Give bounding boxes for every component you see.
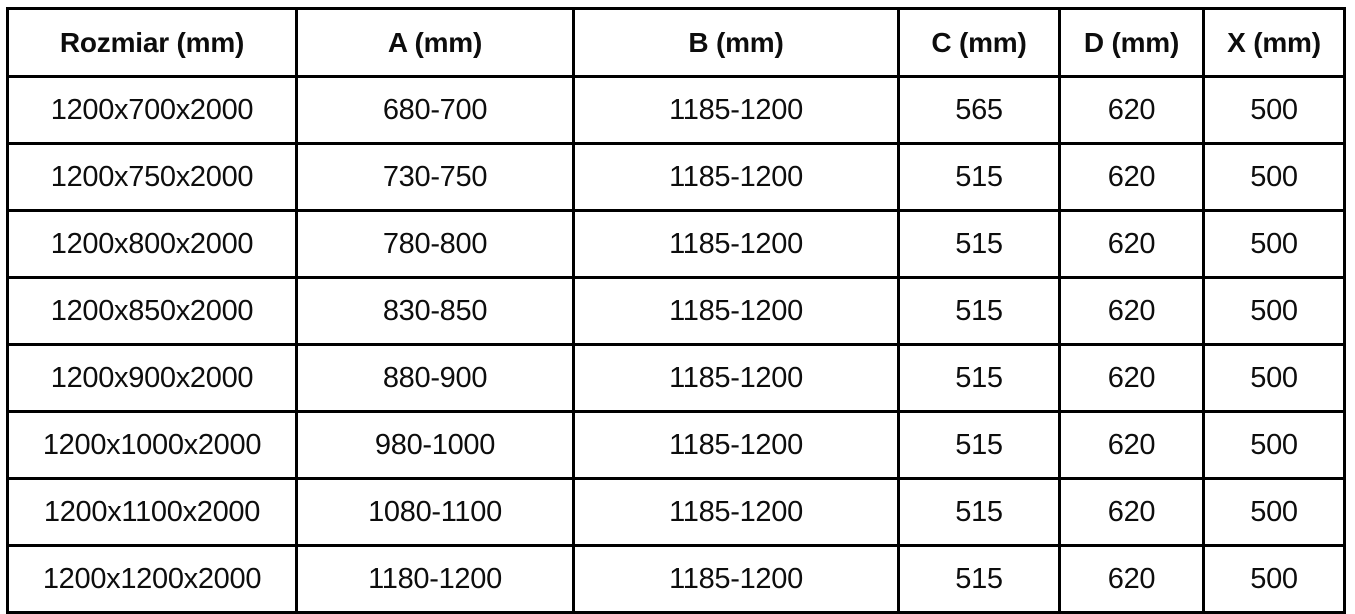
column-header-a: A (mm)	[295, 7, 575, 78]
cell-b: 1185-1200	[572, 477, 900, 547]
cell-b: 1185-1200	[572, 142, 900, 212]
cell-c: 515	[897, 410, 1061, 480]
cell-d: 620	[1058, 276, 1205, 346]
cell-x: 500	[1202, 276, 1346, 346]
table-row: 1200x900x2000 880-900 1185-1200 515 620 …	[6, 343, 1346, 413]
cell-c: 515	[897, 276, 1061, 346]
cell-d: 620	[1058, 142, 1205, 212]
column-header-d: D (mm)	[1058, 7, 1205, 78]
column-header-c: C (mm)	[897, 7, 1061, 78]
cell-c: 515	[897, 544, 1061, 614]
table-header-row: Rozmiar (mm) A (mm) B (mm) C (mm) D (mm)…	[6, 7, 1346, 78]
cell-size: 1200x800x2000	[6, 209, 298, 279]
cell-x: 500	[1202, 142, 1346, 212]
table-row: 1200x850x2000 830-850 1185-1200 515 620 …	[6, 276, 1346, 346]
column-header-size: Rozmiar (mm)	[6, 7, 298, 78]
cell-b: 1185-1200	[572, 544, 900, 614]
column-header-x: X (mm)	[1202, 7, 1346, 78]
dimensions-table: Rozmiar (mm) A (mm) B (mm) C (mm) D (mm)…	[6, 7, 1346, 614]
cell-a: 730-750	[295, 142, 575, 212]
cell-c: 565	[897, 75, 1061, 145]
cell-a: 880-900	[295, 343, 575, 413]
cell-c: 515	[897, 142, 1061, 212]
table-row: 1200x750x2000 730-750 1185-1200 515 620 …	[6, 142, 1346, 212]
cell-size: 1200x1000x2000	[6, 410, 298, 480]
cell-d: 620	[1058, 343, 1205, 413]
cell-a: 980-1000	[295, 410, 575, 480]
cell-size: 1200x1200x2000	[6, 544, 298, 614]
table-row: 1200x800x2000 780-800 1185-1200 515 620 …	[6, 209, 1346, 279]
cell-a: 780-800	[295, 209, 575, 279]
cell-d: 620	[1058, 75, 1205, 145]
cell-size: 1200x1100x2000	[6, 477, 298, 547]
column-header-b: B (mm)	[572, 7, 900, 78]
table-body: 1200x700x2000 680-700 1185-1200 565 620 …	[6, 75, 1346, 614]
cell-b: 1185-1200	[572, 276, 900, 346]
cell-size: 1200x900x2000	[6, 343, 298, 413]
cell-d: 620	[1058, 410, 1205, 480]
table-row: 1200x700x2000 680-700 1185-1200 565 620 …	[6, 75, 1346, 145]
cell-c: 515	[897, 209, 1061, 279]
cell-d: 620	[1058, 544, 1205, 614]
cell-x: 500	[1202, 544, 1346, 614]
cell-d: 620	[1058, 477, 1205, 547]
cell-b: 1185-1200	[572, 75, 900, 145]
cell-c: 515	[897, 343, 1061, 413]
cell-b: 1185-1200	[572, 343, 900, 413]
cell-b: 1185-1200	[572, 209, 900, 279]
cell-size: 1200x700x2000	[6, 75, 298, 145]
table-header: Rozmiar (mm) A (mm) B (mm) C (mm) D (mm)…	[6, 7, 1346, 78]
cell-x: 500	[1202, 410, 1346, 480]
cell-x: 500	[1202, 209, 1346, 279]
table-row: 1200x1200x2000 1180-1200 1185-1200 515 6…	[6, 544, 1346, 614]
cell-b: 1185-1200	[572, 410, 900, 480]
table-row: 1200x1100x2000 1080-1100 1185-1200 515 6…	[6, 477, 1346, 547]
cell-x: 500	[1202, 75, 1346, 145]
cell-a: 680-700	[295, 75, 575, 145]
cell-x: 500	[1202, 477, 1346, 547]
cell-x: 500	[1202, 343, 1346, 413]
page-container: Rozmiar (mm) A (mm) B (mm) C (mm) D (mm)…	[6, 7, 1346, 614]
cell-a: 1180-1200	[295, 544, 575, 614]
cell-a: 830-850	[295, 276, 575, 346]
cell-size: 1200x750x2000	[6, 142, 298, 212]
cell-c: 515	[897, 477, 1061, 547]
cell-a: 1080-1100	[295, 477, 575, 547]
table-row: 1200x1000x2000 980-1000 1185-1200 515 62…	[6, 410, 1346, 480]
cell-size: 1200x850x2000	[6, 276, 298, 346]
cell-d: 620	[1058, 209, 1205, 279]
